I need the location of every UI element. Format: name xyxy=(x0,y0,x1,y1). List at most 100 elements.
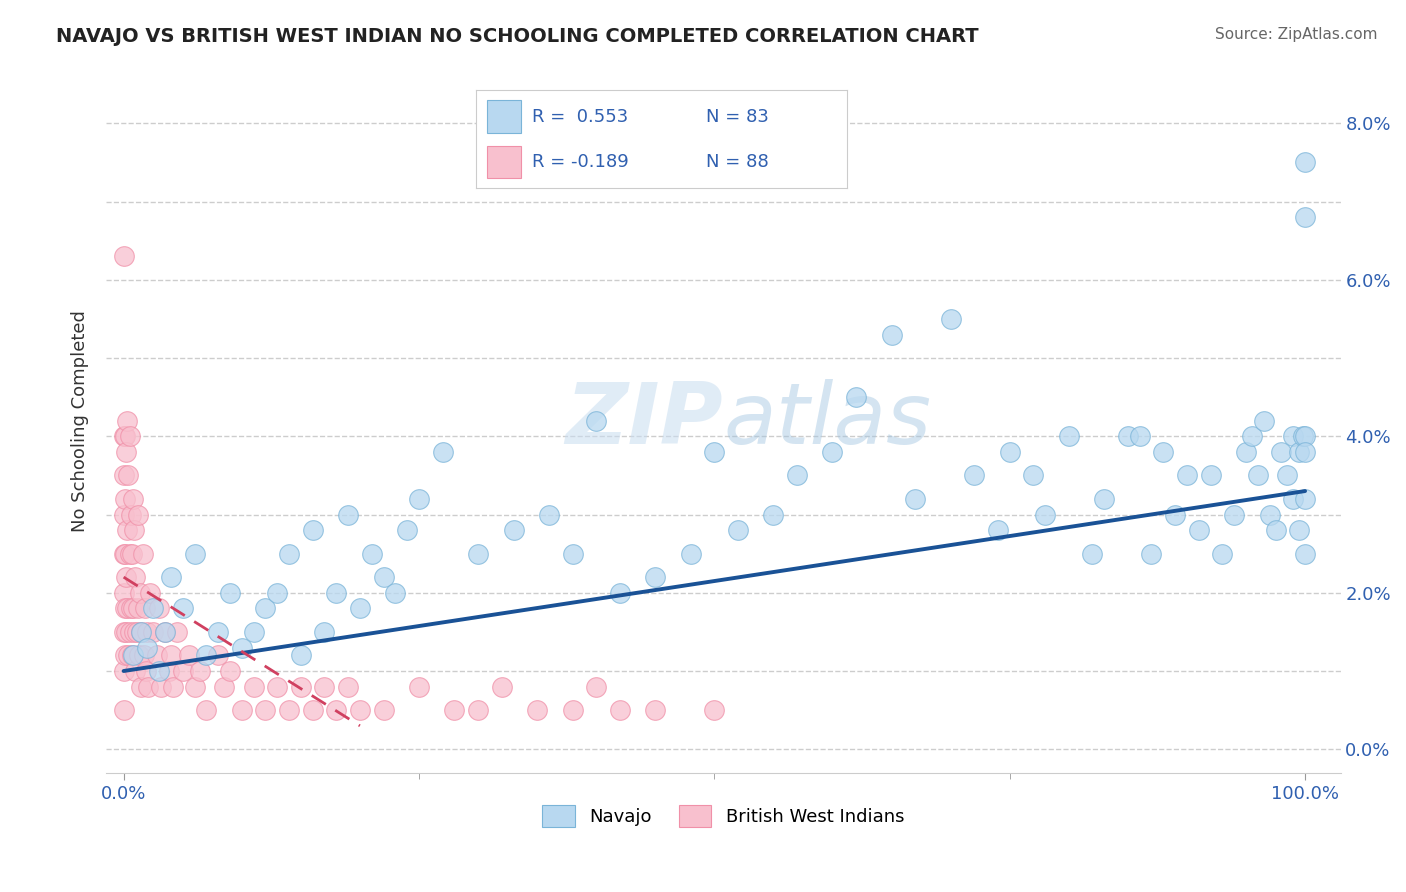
Point xyxy=(1294,429,1316,443)
Point xyxy=(183,547,205,561)
Point xyxy=(112,586,135,600)
Point xyxy=(609,586,631,600)
Point xyxy=(325,586,347,600)
Point xyxy=(242,624,264,639)
Point xyxy=(373,703,395,717)
Point xyxy=(290,648,312,663)
Point xyxy=(207,624,229,639)
Point xyxy=(122,648,145,663)
Point xyxy=(561,547,583,561)
Point xyxy=(157,664,180,678)
Point xyxy=(408,680,430,694)
Point xyxy=(121,547,143,561)
Point xyxy=(349,703,371,717)
Point xyxy=(384,586,406,600)
Point xyxy=(443,703,465,717)
Point xyxy=(845,390,868,404)
Point xyxy=(1247,468,1270,483)
Point xyxy=(112,703,135,717)
Point xyxy=(585,414,607,428)
Point xyxy=(115,414,138,428)
Point xyxy=(231,640,253,655)
Point xyxy=(325,703,347,717)
Text: Source: ZipAtlas.com: Source: ZipAtlas.com xyxy=(1215,27,1378,42)
Point xyxy=(166,624,188,639)
Point xyxy=(219,664,242,678)
Point xyxy=(112,547,135,561)
Legend: Navajo, British West Indians: Navajo, British West Indians xyxy=(536,797,911,834)
Y-axis label: No Schooling Completed: No Schooling Completed xyxy=(72,310,89,532)
Point xyxy=(408,491,430,506)
Point xyxy=(290,680,312,694)
Point xyxy=(122,491,145,506)
Point xyxy=(195,703,218,717)
Point xyxy=(1211,547,1233,561)
Point xyxy=(132,648,155,663)
Point xyxy=(129,586,152,600)
Point xyxy=(115,445,138,459)
Point xyxy=(467,703,489,717)
Point xyxy=(373,570,395,584)
Point xyxy=(360,547,382,561)
Point xyxy=(1282,429,1305,443)
Point xyxy=(1292,429,1315,443)
Point xyxy=(190,664,212,678)
Point xyxy=(120,601,142,615)
Point xyxy=(821,445,844,459)
Point xyxy=(117,468,139,483)
Point xyxy=(762,508,785,522)
Point xyxy=(1033,508,1056,522)
Point xyxy=(112,429,135,443)
Point xyxy=(1057,429,1080,443)
Point xyxy=(136,640,159,655)
Point xyxy=(1175,468,1198,483)
Point xyxy=(112,468,135,483)
Point xyxy=(537,508,560,522)
Point xyxy=(998,445,1021,459)
Point xyxy=(904,491,927,506)
Point xyxy=(502,523,524,537)
Point xyxy=(114,648,136,663)
Point xyxy=(153,624,176,639)
Point xyxy=(467,547,489,561)
Point xyxy=(138,586,160,600)
Point xyxy=(1199,468,1222,483)
Point xyxy=(177,648,200,663)
Point xyxy=(1164,508,1187,522)
Point xyxy=(120,508,142,522)
Point xyxy=(1092,491,1115,506)
Point xyxy=(432,445,454,459)
Point xyxy=(114,601,136,615)
Point xyxy=(160,648,183,663)
Point xyxy=(585,680,607,694)
Point xyxy=(122,523,145,537)
Point xyxy=(337,508,360,522)
Point xyxy=(112,249,135,263)
Point xyxy=(136,624,159,639)
Point xyxy=(212,680,235,694)
Point xyxy=(1253,414,1275,428)
Point xyxy=(703,703,725,717)
Point xyxy=(122,624,145,639)
Point xyxy=(122,601,145,615)
Point xyxy=(142,624,165,639)
Point xyxy=(314,680,336,694)
Point xyxy=(1022,468,1045,483)
Point xyxy=(1129,429,1152,443)
Point xyxy=(162,680,184,694)
Point xyxy=(121,648,143,663)
Point xyxy=(1140,547,1163,561)
Point xyxy=(1288,445,1310,459)
Point xyxy=(118,429,141,443)
Point xyxy=(266,586,288,600)
Point xyxy=(131,547,153,561)
Point xyxy=(609,703,631,717)
Point xyxy=(1223,508,1246,522)
Point xyxy=(118,547,141,561)
Point xyxy=(266,680,288,694)
Point xyxy=(114,429,136,443)
Point xyxy=(127,601,149,615)
Point xyxy=(153,624,176,639)
Point xyxy=(127,508,149,522)
Point xyxy=(195,648,218,663)
